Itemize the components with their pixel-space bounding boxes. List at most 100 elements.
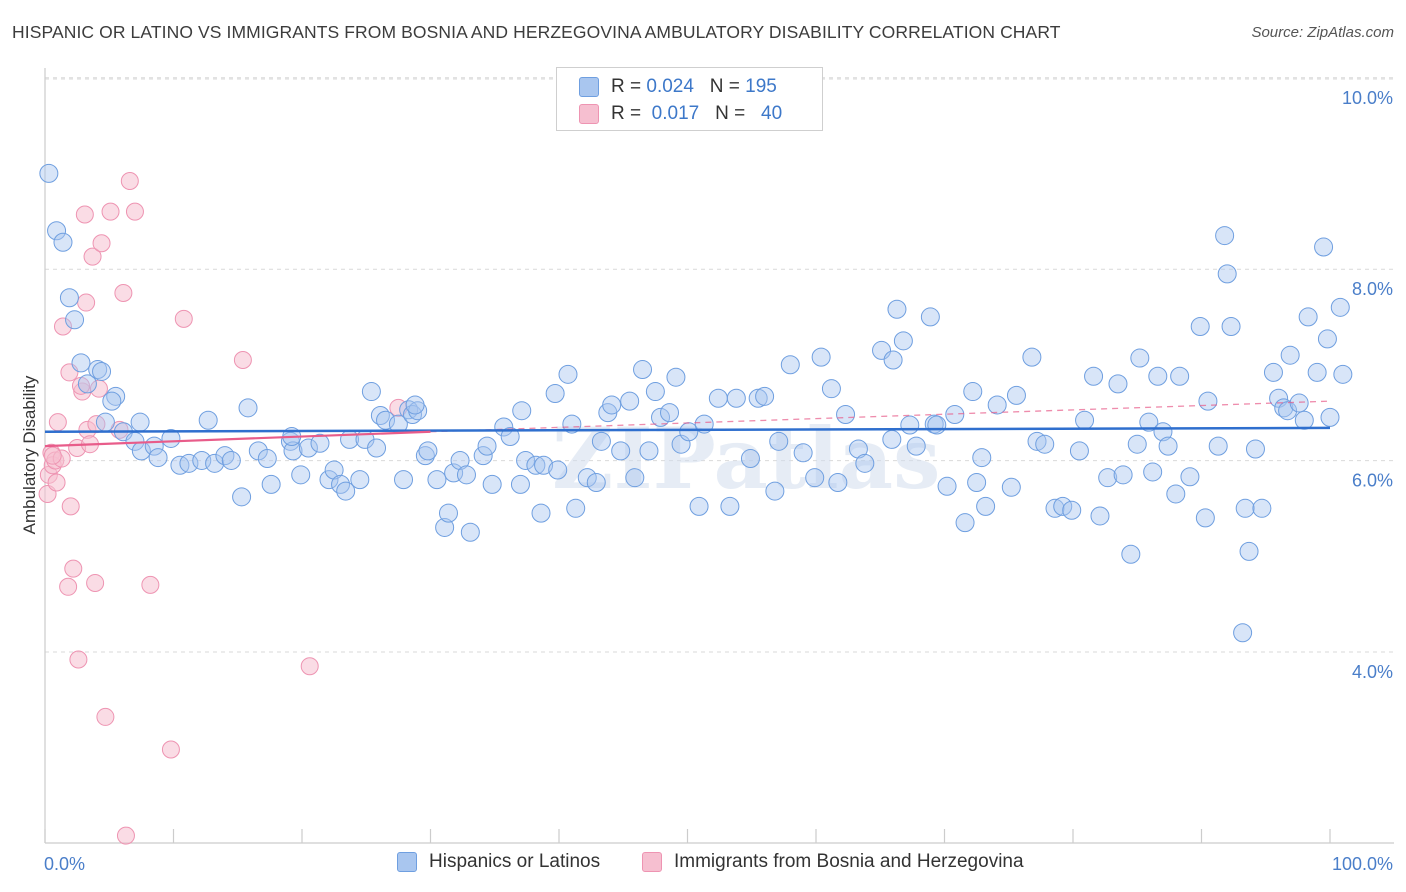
data-point-hispanic [558,364,578,384]
data-point-hispanic [660,403,680,423]
data-point-hispanic [1098,468,1118,488]
data-point-hispanic [1127,434,1147,454]
data-point-hispanic [836,405,856,425]
data-point-hispanic [955,513,975,533]
data-point-hispanic [526,455,546,475]
data-point-hispanic [1245,439,1265,459]
data-point-hispanic [906,436,926,456]
data-point-bosnia [92,234,111,253]
data-point-hispanic [319,470,339,490]
data-point-hispanic [1195,508,1215,528]
series-legend: Hispanics or Latinos Immigrants from Bos… [0,851,1406,879]
data-point-hispanic [1022,347,1042,367]
data-point-hispanic [625,468,645,488]
data-point-hispanic [566,498,586,518]
data-point-hispanic [1143,462,1163,482]
data-point-hispanic [620,391,640,411]
data-point-bosnia [174,309,193,328]
data-point-hispanic [148,448,168,468]
data-point-hispanic [805,468,825,488]
data-point-bosnia [75,205,94,224]
data-point-hispanic [1314,237,1334,257]
data-point-hispanic [577,468,597,488]
y-tick-label: 4.0% [1352,662,1393,682]
data-point-hispanic [937,476,957,496]
data-point-hispanic [562,414,582,434]
series-hispanic-points [39,163,1353,643]
data-point-bosnia [48,413,67,432]
data-point-hispanic [47,221,67,241]
y-tick-labels: 4.0% 6.0% 8.0% 10.0% [1342,88,1393,682]
data-point-hispanic [793,443,813,463]
data-point-hispanic [740,449,760,469]
trend-line-hispanic [44,426,1331,433]
data-point-hispanic [976,496,996,516]
data-point-hispanic [1180,467,1200,487]
data-point-bosnia [233,350,252,369]
data-point-hispanic [534,455,554,475]
data-point-hispanic [1221,316,1241,336]
data-point-hispanic [1148,366,1168,386]
chart-title: HISPANIC OR LATINO VS IMMIGRANTS FROM BO… [12,22,1061,42]
data-point-hispanic [633,360,653,380]
data-point-hispanic [1027,431,1047,451]
data-point-hispanic [77,374,97,394]
data-point-hispanic [548,460,568,480]
data-point-hispanic [1208,436,1228,456]
legend-r-value: 0.024 [646,76,694,97]
data-point-hispanic [39,163,59,183]
legend-r-value: 0.017 [651,103,700,124]
data-point-hispanic [92,361,112,381]
data-point-hispanic [769,431,789,451]
data-point-bosnia [64,559,83,578]
x-ticks [44,829,1331,843]
data-point-hispanic [482,474,502,494]
data-point-hispanic [460,522,480,542]
data-point-hispanic [1333,364,1353,384]
data-point-hispanic [987,395,1007,415]
data-point-hispanic [591,431,611,451]
data-point-hispanic [500,427,520,447]
data-point-hispanic [205,453,225,473]
data-point-hispanic [350,470,370,490]
legend-item-hispanic[interactable]: Hispanics or Latinos [397,851,600,873]
data-point-hispanic [900,415,920,435]
data-point-hispanic [1090,506,1110,526]
data-point-hispanic [257,449,277,469]
data-point-bosnia [300,657,319,676]
y-tick-label: 8.0% [1352,279,1393,299]
data-point-hispanic [232,487,252,507]
legend-n-label: N = [709,76,740,97]
legend-item-bosnia[interactable]: Immigrants from Bosnia and Herzegovina [642,851,1024,873]
data-point-bosnia [43,446,62,465]
data-point-hispanic [1317,329,1337,349]
data-point-hispanic [1045,498,1065,518]
data-point-hispanic [291,465,311,485]
legend-row-hispanic: R = 0.024 N = 195 [579,74,777,100]
data-point-bosnia [125,202,144,221]
data-point-hispanic [1294,410,1314,430]
data-point-hispanic [963,382,983,402]
data-point-bosnia [116,826,135,845]
data-point-hispanic [848,439,868,459]
data-point-hispanic [611,441,631,461]
data-point-hispanic [1084,366,1104,386]
data-point-hispanic [516,450,536,470]
data-point-hispanic [1263,362,1283,382]
data-point-bosnia [59,577,78,596]
data-point-bosnia [83,247,102,266]
data-point-hispanic [179,453,199,473]
data-point-hispanic [473,446,493,466]
data-point-hispanic [1121,544,1141,564]
data-point-hispanic [967,472,987,492]
data-point-hispanic [510,474,530,494]
data-point-hispanic [1280,345,1300,365]
data-point-hispanic [920,307,940,327]
data-point-hispanic [780,355,800,375]
data-point-hispanic [331,474,351,494]
series-bosnia-points [38,172,408,845]
data-point-hispanic [1113,465,1133,485]
data-point-hispanic [708,388,728,408]
legend-n-label: N = [715,103,746,124]
data-point-hispanic [1320,407,1340,427]
